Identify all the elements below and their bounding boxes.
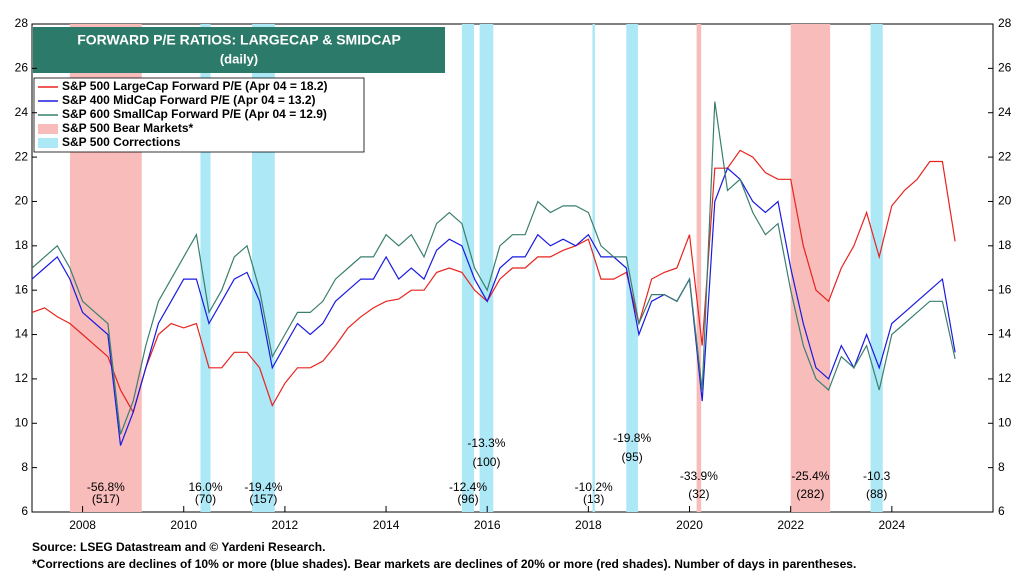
y-tick-label-right: 22 [998,149,1012,163]
region-shade [200,24,211,512]
region-days: (282) [796,487,824,501]
chart-subtitle: (daily) [220,51,258,66]
y-tick-label: 20 [15,194,29,208]
y-tick-label-right: 10 [998,415,1012,429]
legend [33,77,365,153]
region-change: -25.4% [791,469,829,483]
region-change: -13.3% [467,436,505,450]
region-change: 16.0% [188,480,222,494]
y-tick-label: 6 [21,504,28,518]
y-tick-label-right: 24 [998,105,1012,119]
y-tick-label-right: 28 [998,16,1012,30]
series-line [31,101,956,435]
region-days: (517) [92,492,120,506]
region-shade [696,24,702,512]
y-tick-label-right: 18 [998,238,1012,252]
region-shade [461,24,475,512]
y-tick-label: 12 [15,371,29,385]
y-tick-label: 14 [15,327,29,341]
y-tick-label-right: 6 [998,504,1005,518]
region-change: -19.8% [613,431,651,445]
y-tick-label: 8 [21,460,28,474]
y-tick-label: 10 [15,415,29,429]
x-tick-label: 2018 [575,518,602,532]
x-tick-label: 2014 [373,518,400,532]
region-days: (88) [866,487,887,501]
region-days: (157) [249,492,277,506]
x-tick-label: 2024 [878,518,905,532]
region-days: (13) [583,492,604,506]
region-days: (95) [621,450,642,464]
region-shade [592,24,595,512]
y-tick-label: 28 [15,16,29,30]
series-line [31,167,956,446]
y-tick-label: 16 [15,282,29,296]
region-days: (96) [457,492,478,506]
y-tick-label: 22 [15,149,29,163]
legend-label: S&P 500 LargeCap Forward P/E (Apr 04 = 1… [62,79,328,93]
region-days: (100) [472,455,500,469]
x-tick-label: 2010 [170,518,197,532]
region-shade [790,24,831,512]
y-tick-label-right: 8 [998,460,1005,474]
title-box [33,27,445,73]
x-tick-label: 2012 [272,518,299,532]
source: Source: LSEG Datastream and © Yardeni Re… [32,540,325,554]
region-change: -10.2% [575,480,613,494]
region-change: -56.8% [87,480,125,494]
series-line [31,149,956,414]
y-tick-label-right: 12 [998,371,1012,385]
legend-label: S&P 600 SmallCap Forward P/E (Apr 04 = 1… [62,107,327,121]
y-tick-label-right: 26 [998,61,1012,75]
region-shade [479,24,494,512]
lines [31,101,956,446]
legend-label: S&P 500 Corrections [62,135,181,149]
y-tick-label: 24 [15,105,29,119]
region-change: -19.4% [244,480,282,494]
y-tick-label-right: 16 [998,282,1012,296]
x-tick-label: 2016 [474,518,501,532]
region-days: (70) [195,492,216,506]
x-tick-label: 2022 [777,518,804,532]
y-tick-label: 18 [15,238,29,252]
region-change: -12.4% [449,480,487,494]
region-change: -33.9% [680,469,718,483]
legend-label: S&P 500 Bear Markets* [62,121,194,135]
chart-title: FORWARD P/E RATIOS: LARGECAP & SMIDCAP [77,32,401,48]
y-tick-label: 26 [15,61,29,75]
region-shade [626,24,638,512]
legend-label: S&P 400 MidCap Forward P/E (Apr 04 = 13.… [62,93,316,107]
footnote: *Corrections are declines of 10% or more… [32,557,856,571]
y-tick-label-right: 20 [998,194,1012,208]
y-tick-label-right: 14 [998,327,1012,341]
legend-swatch [38,124,58,134]
x-tick-label: 2008 [69,518,96,532]
region-days: (32) [688,487,709,501]
region-change: -10.3 [863,469,891,483]
region-shade [870,24,883,512]
legend-swatch [38,138,58,148]
x-tick-label: 2020 [676,518,703,532]
